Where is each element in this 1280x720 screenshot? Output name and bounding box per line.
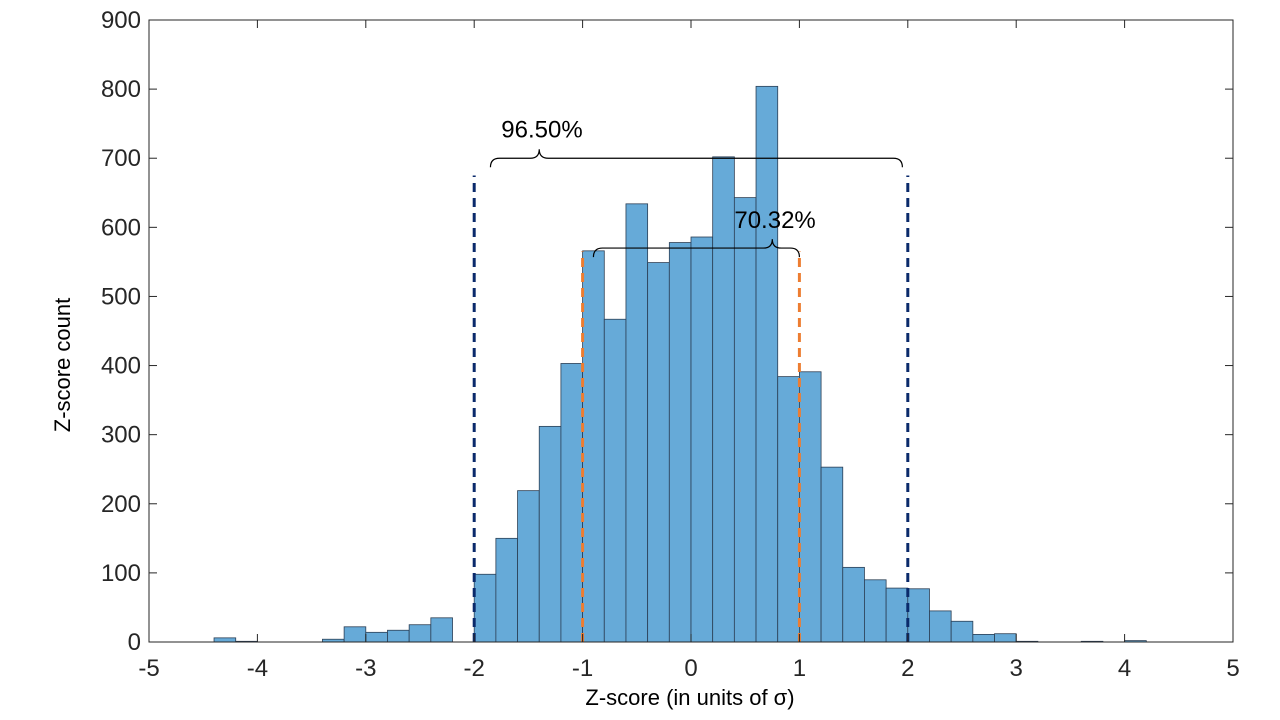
histogram-bar xyxy=(538,425,562,643)
histogram-bar xyxy=(560,363,583,643)
annotation-inner-percentage: 70.32% xyxy=(734,207,815,234)
x-tick-label: 1 xyxy=(793,655,806,682)
x-tick-label: 5 xyxy=(1226,655,1239,682)
y-tick-label: 600 xyxy=(101,214,141,241)
histogram-bar xyxy=(950,620,974,643)
y-tick-label: 700 xyxy=(101,145,141,172)
y-axis-title: Z-score count xyxy=(50,298,75,433)
histogram-bar xyxy=(408,624,432,643)
x-tick-label: -5 xyxy=(138,655,159,682)
histogram-bar xyxy=(213,637,237,643)
histogram-bar xyxy=(647,262,670,643)
reference-lines xyxy=(472,175,910,642)
histogram-bar xyxy=(842,566,865,643)
histogram-bar xyxy=(712,156,735,643)
histogram-bar xyxy=(777,376,800,643)
histogram-bar xyxy=(994,633,1017,643)
x-tick-label: -1 xyxy=(572,655,593,682)
y-tick-label: 800 xyxy=(101,76,141,103)
histogram-bar xyxy=(929,610,952,643)
histogram-bar xyxy=(733,197,757,643)
x-tick-label: 0 xyxy=(684,655,697,682)
histogram-bar xyxy=(473,573,497,643)
histogram-bar xyxy=(603,318,627,643)
histogram-bar xyxy=(495,537,518,643)
histogram-bar xyxy=(625,203,649,643)
histogram-bar xyxy=(668,242,692,643)
histogram-bar xyxy=(582,250,605,643)
x-tick-label: -4 xyxy=(247,655,268,682)
y-tick-label: 900 xyxy=(101,7,141,34)
x-tick-label: 4 xyxy=(1118,655,1131,682)
x-tick-label: -2 xyxy=(464,655,485,682)
y-tick-label: 300 xyxy=(101,422,141,449)
histogram-bars xyxy=(213,85,1147,643)
annotation-outer-percentage: 96.50% xyxy=(501,116,582,143)
x-axis-ticks: -5 -4 -3 -2 -1 0 1 2 3 4 5 xyxy=(138,20,1240,682)
histogram-bar xyxy=(820,466,844,643)
histogram-bar xyxy=(799,371,822,643)
y-tick-label: 400 xyxy=(101,353,141,380)
y-tick-label: 0 xyxy=(128,629,141,656)
histogram-bar xyxy=(755,85,779,643)
histogram-bar xyxy=(690,236,714,643)
y-axis-ticks: 0 100 200 300 400 500 600 700 800 900 xyxy=(101,7,1233,656)
histogram-bar xyxy=(864,579,887,643)
histogram-bar xyxy=(365,631,388,643)
x-axis-title: Z-score (in units of σ) xyxy=(585,685,794,710)
x-tick-label: 2 xyxy=(901,655,914,682)
annotation-brace xyxy=(489,149,903,168)
histogram-bar xyxy=(517,490,540,643)
histogram-bar xyxy=(387,629,410,643)
annotation-brace xyxy=(592,239,800,258)
histogram-bar xyxy=(972,633,995,643)
x-tick-label: 3 xyxy=(1010,655,1023,682)
x-tick-label: -3 xyxy=(355,655,376,682)
histogram-bar xyxy=(343,626,367,643)
histogram-bar xyxy=(907,588,930,643)
y-tick-label: 100 xyxy=(101,560,141,587)
y-tick-label: 500 xyxy=(101,283,141,310)
y-tick-label: 200 xyxy=(101,491,141,518)
histogram-bar xyxy=(430,617,453,643)
histogram-bar xyxy=(885,587,909,643)
